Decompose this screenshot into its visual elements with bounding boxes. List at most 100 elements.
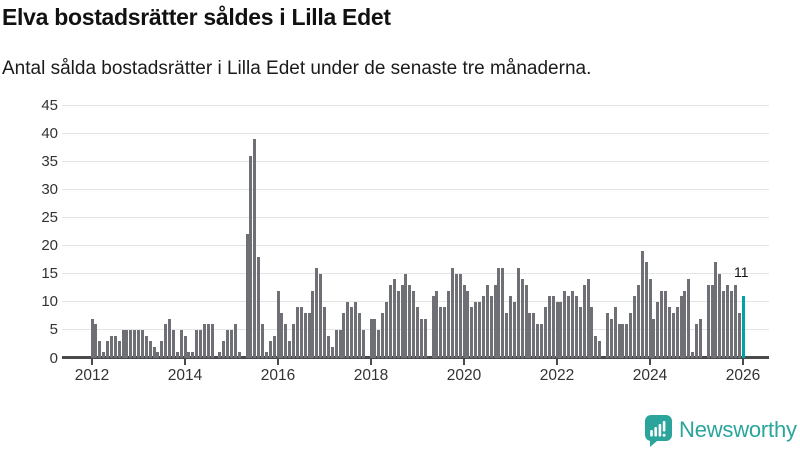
bar (408, 284, 412, 358)
bar (497, 268, 501, 358)
bar (412, 290, 416, 358)
bar (253, 138, 257, 358)
bar (199, 329, 202, 358)
bar (505, 313, 509, 358)
bar (148, 341, 152, 358)
bar (543, 307, 547, 358)
bar (113, 335, 117, 358)
x-axis-tick-label: 2022 (539, 367, 575, 384)
bar (226, 329, 230, 358)
bar (272, 335, 276, 358)
bar (695, 324, 698, 358)
x-axis-tick (649, 359, 651, 365)
y-axis-tick-label: 25 (41, 208, 58, 226)
y-axis-tick-label: 30 (41, 180, 58, 198)
bar (94, 324, 98, 358)
y-gridline (62, 132, 769, 134)
y-gridline (62, 188, 769, 190)
y-axis-tick-label: 15 (41, 265, 58, 283)
bar (233, 324, 237, 358)
x-axis-tick (277, 359, 279, 365)
brand-name: Newsworthy (679, 417, 797, 442)
bar (609, 318, 613, 358)
bar (171, 329, 175, 358)
x-axis-tick-label: 2016 (260, 367, 296, 384)
bar (90, 318, 94, 358)
bar (598, 341, 602, 358)
bar (524, 284, 528, 358)
bar (357, 313, 361, 358)
bar (443, 307, 447, 358)
x-axis-tick (370, 359, 372, 365)
bar (613, 307, 617, 358)
bar (385, 301, 388, 358)
bar (156, 352, 160, 358)
bar (307, 313, 311, 358)
y-gridline (62, 273, 769, 275)
bar (520, 279, 524, 358)
bar (516, 268, 520, 358)
bar (435, 290, 439, 358)
bar (257, 256, 261, 358)
bar (726, 284, 729, 358)
y-axis-tick-label: 20 (41, 237, 58, 255)
x-axis-tick (463, 359, 465, 365)
bar (319, 273, 323, 358)
bar (284, 324, 288, 358)
x-axis-tick-label: 2018 (353, 367, 389, 384)
y-axis-tick-label: 35 (41, 152, 58, 170)
bar (230, 329, 233, 358)
x-axis-tick (556, 359, 558, 365)
y-axis-tick-label: 40 (41, 124, 58, 142)
bar (687, 279, 691, 358)
bar (133, 329, 137, 358)
bar (175, 352, 179, 358)
bar (288, 341, 292, 358)
bar (594, 335, 598, 358)
bar (400, 284, 404, 358)
bar (206, 324, 210, 358)
bar (559, 301, 563, 358)
bar (295, 307, 299, 358)
bar (485, 284, 489, 358)
bar (117, 341, 121, 358)
bar (660, 290, 664, 358)
bar (671, 313, 675, 358)
bar (276, 290, 280, 358)
y-gridline (62, 160, 769, 162)
bar (462, 284, 466, 358)
bar (268, 341, 272, 358)
bar (299, 307, 303, 358)
x-axis-tick-label: 2014 (167, 367, 203, 384)
x-axis-tick-label: 2024 (632, 367, 668, 384)
brand-logo: Newsworthy (644, 414, 797, 447)
bar (605, 313, 609, 358)
bar (447, 290, 450, 358)
bar (210, 324, 214, 358)
bar (481, 296, 485, 358)
bar (567, 296, 571, 358)
y-gridline (62, 301, 769, 303)
x-axis-tick-label: 2012 (74, 367, 110, 384)
bar (493, 284, 497, 358)
bar (160, 341, 164, 358)
bar (536, 324, 540, 358)
bar (249, 155, 253, 358)
bar (474, 301, 478, 358)
bar (586, 279, 590, 358)
bar (264, 352, 268, 358)
bar (621, 324, 625, 358)
bar (551, 296, 555, 358)
bar (280, 313, 284, 358)
bar (512, 301, 516, 358)
bar (466, 290, 470, 358)
bar (361, 329, 365, 358)
bar (396, 290, 400, 358)
bar (373, 318, 377, 358)
bar (323, 307, 326, 358)
bar (183, 335, 187, 358)
bar (334, 329, 338, 358)
bar (222, 341, 226, 358)
bar (478, 301, 481, 358)
